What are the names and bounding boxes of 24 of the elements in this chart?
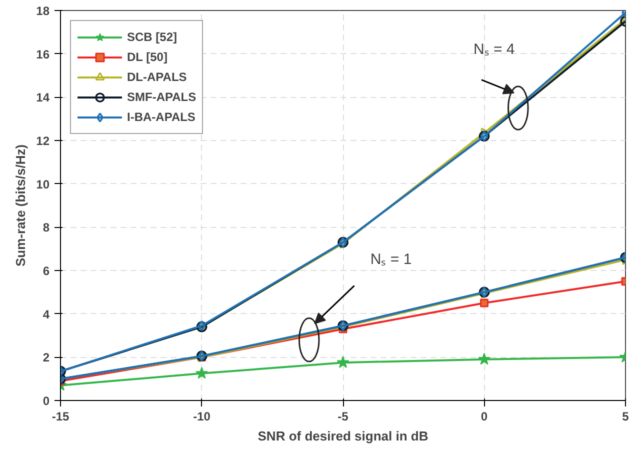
- legend-label: DL [50]: [127, 50, 168, 64]
- x-tick-label: -15: [52, 410, 70, 424]
- y-tick-label: 14: [36, 90, 50, 105]
- annotation: Nₛ = 4: [474, 41, 515, 58]
- y-tick-label: 4: [42, 307, 50, 322]
- y-tick-label: 8: [42, 220, 50, 235]
- y-tick-label: 0: [42, 394, 50, 408]
- x-tick-label: -10: [193, 410, 211, 424]
- legend-label: I-BA-APALS: [127, 110, 196, 124]
- legend-label: SMF-APALS: [127, 90, 196, 104]
- y-tick-label: 16: [36, 47, 50, 62]
- y-tick-label: 6: [42, 264, 50, 278]
- x-tick-label: -5: [338, 410, 349, 424]
- y-axis-title: Sum-rate (bits/s/Hz): [13, 144, 28, 267]
- x-tick-label: 0: [480, 410, 488, 424]
- x-tick-label: 5: [622, 410, 630, 424]
- legend-label: SCB [52]: [127, 30, 178, 44]
- annotation: Nₛ = 1: [370, 251, 412, 268]
- legend-label: DL-APALS: [127, 70, 187, 84]
- x-axis-title: SNR of desired signal in dB: [258, 428, 428, 444]
- y-tick-label: 18: [36, 4, 50, 18]
- y-tick-label: 12: [36, 134, 50, 148]
- y-tick-label: 2: [42, 350, 50, 365]
- y-tick-label: 10: [36, 177, 50, 192]
